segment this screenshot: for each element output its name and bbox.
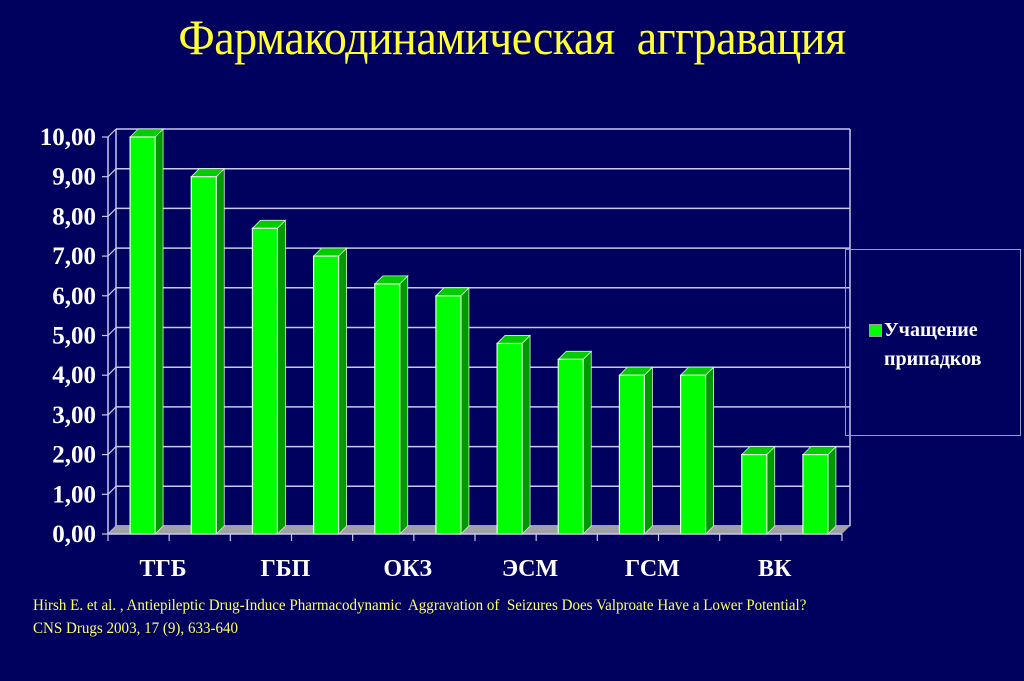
citation-line-2: CNS Drugs 2003, 17 (9), 633-640 xyxy=(33,620,239,637)
bar xyxy=(618,366,654,535)
y-tick-label: 9,00 xyxy=(52,164,96,191)
x-tick-label: ГСМ xyxy=(625,556,680,582)
y-tick-label: 7,00 xyxy=(52,243,96,270)
legend-label: Учащение припадков xyxy=(884,319,982,370)
y-tick-label: 8,00 xyxy=(52,203,96,230)
x-tick-label: ЭСМ xyxy=(502,556,558,582)
bar xyxy=(312,247,348,535)
x-tick-label: ВК xyxy=(758,556,792,582)
y-tick-label: 6,00 xyxy=(52,283,96,310)
y-axis: 0,00 1,00 2,00 3,00 4,00 5,00 6,00 7,00 8,00 9,00… xyxy=(40,124,109,548)
y-tick-label: 10,00 xyxy=(40,124,96,151)
legend-swatch-icon xyxy=(869,324,882,337)
bar xyxy=(373,274,409,535)
chart-bars xyxy=(129,128,837,535)
bar xyxy=(496,334,532,535)
y-tick-label: 1,00 xyxy=(52,481,96,508)
chart-legend: Учащение припадков xyxy=(845,249,1021,436)
y-tick-label: 0,00 xyxy=(52,521,96,548)
chart-floor xyxy=(108,526,850,534)
bar xyxy=(740,445,776,535)
y-tick-label: 2,00 xyxy=(52,442,96,469)
bar xyxy=(251,219,287,535)
x-axis: ТГБ ГБП ОКЗ ЭСМ ГСМ ВК xyxy=(107,533,843,582)
chart-gridlines xyxy=(107,128,851,535)
y-tick-label: 3,00 xyxy=(52,402,96,429)
citation: Hirsh E. et al. , Antiepileptic Drug-Ind… xyxy=(33,594,806,640)
bar xyxy=(434,286,470,535)
bar xyxy=(801,445,837,535)
bar-chart: 0,00 1,00 2,00 3,00 4,00 5,00 6,00 7,00 8,00 9,00… xyxy=(40,124,851,582)
x-tick-label: ГБП xyxy=(260,556,310,582)
bar xyxy=(190,167,226,535)
bar xyxy=(557,350,593,535)
bar xyxy=(129,128,165,535)
slide-title: Фармакодинамическая аггравация xyxy=(178,9,846,65)
bar xyxy=(679,366,715,535)
y-tick-label: 5,00 xyxy=(52,323,96,350)
y-tick-label: 4,00 xyxy=(52,362,96,389)
citation-line-1: Hirsh E. et al. , Antiepileptic Drug-Ind… xyxy=(33,597,807,614)
x-tick-label: ОКЗ xyxy=(383,556,432,582)
x-tick-label: ТГБ xyxy=(139,556,186,582)
